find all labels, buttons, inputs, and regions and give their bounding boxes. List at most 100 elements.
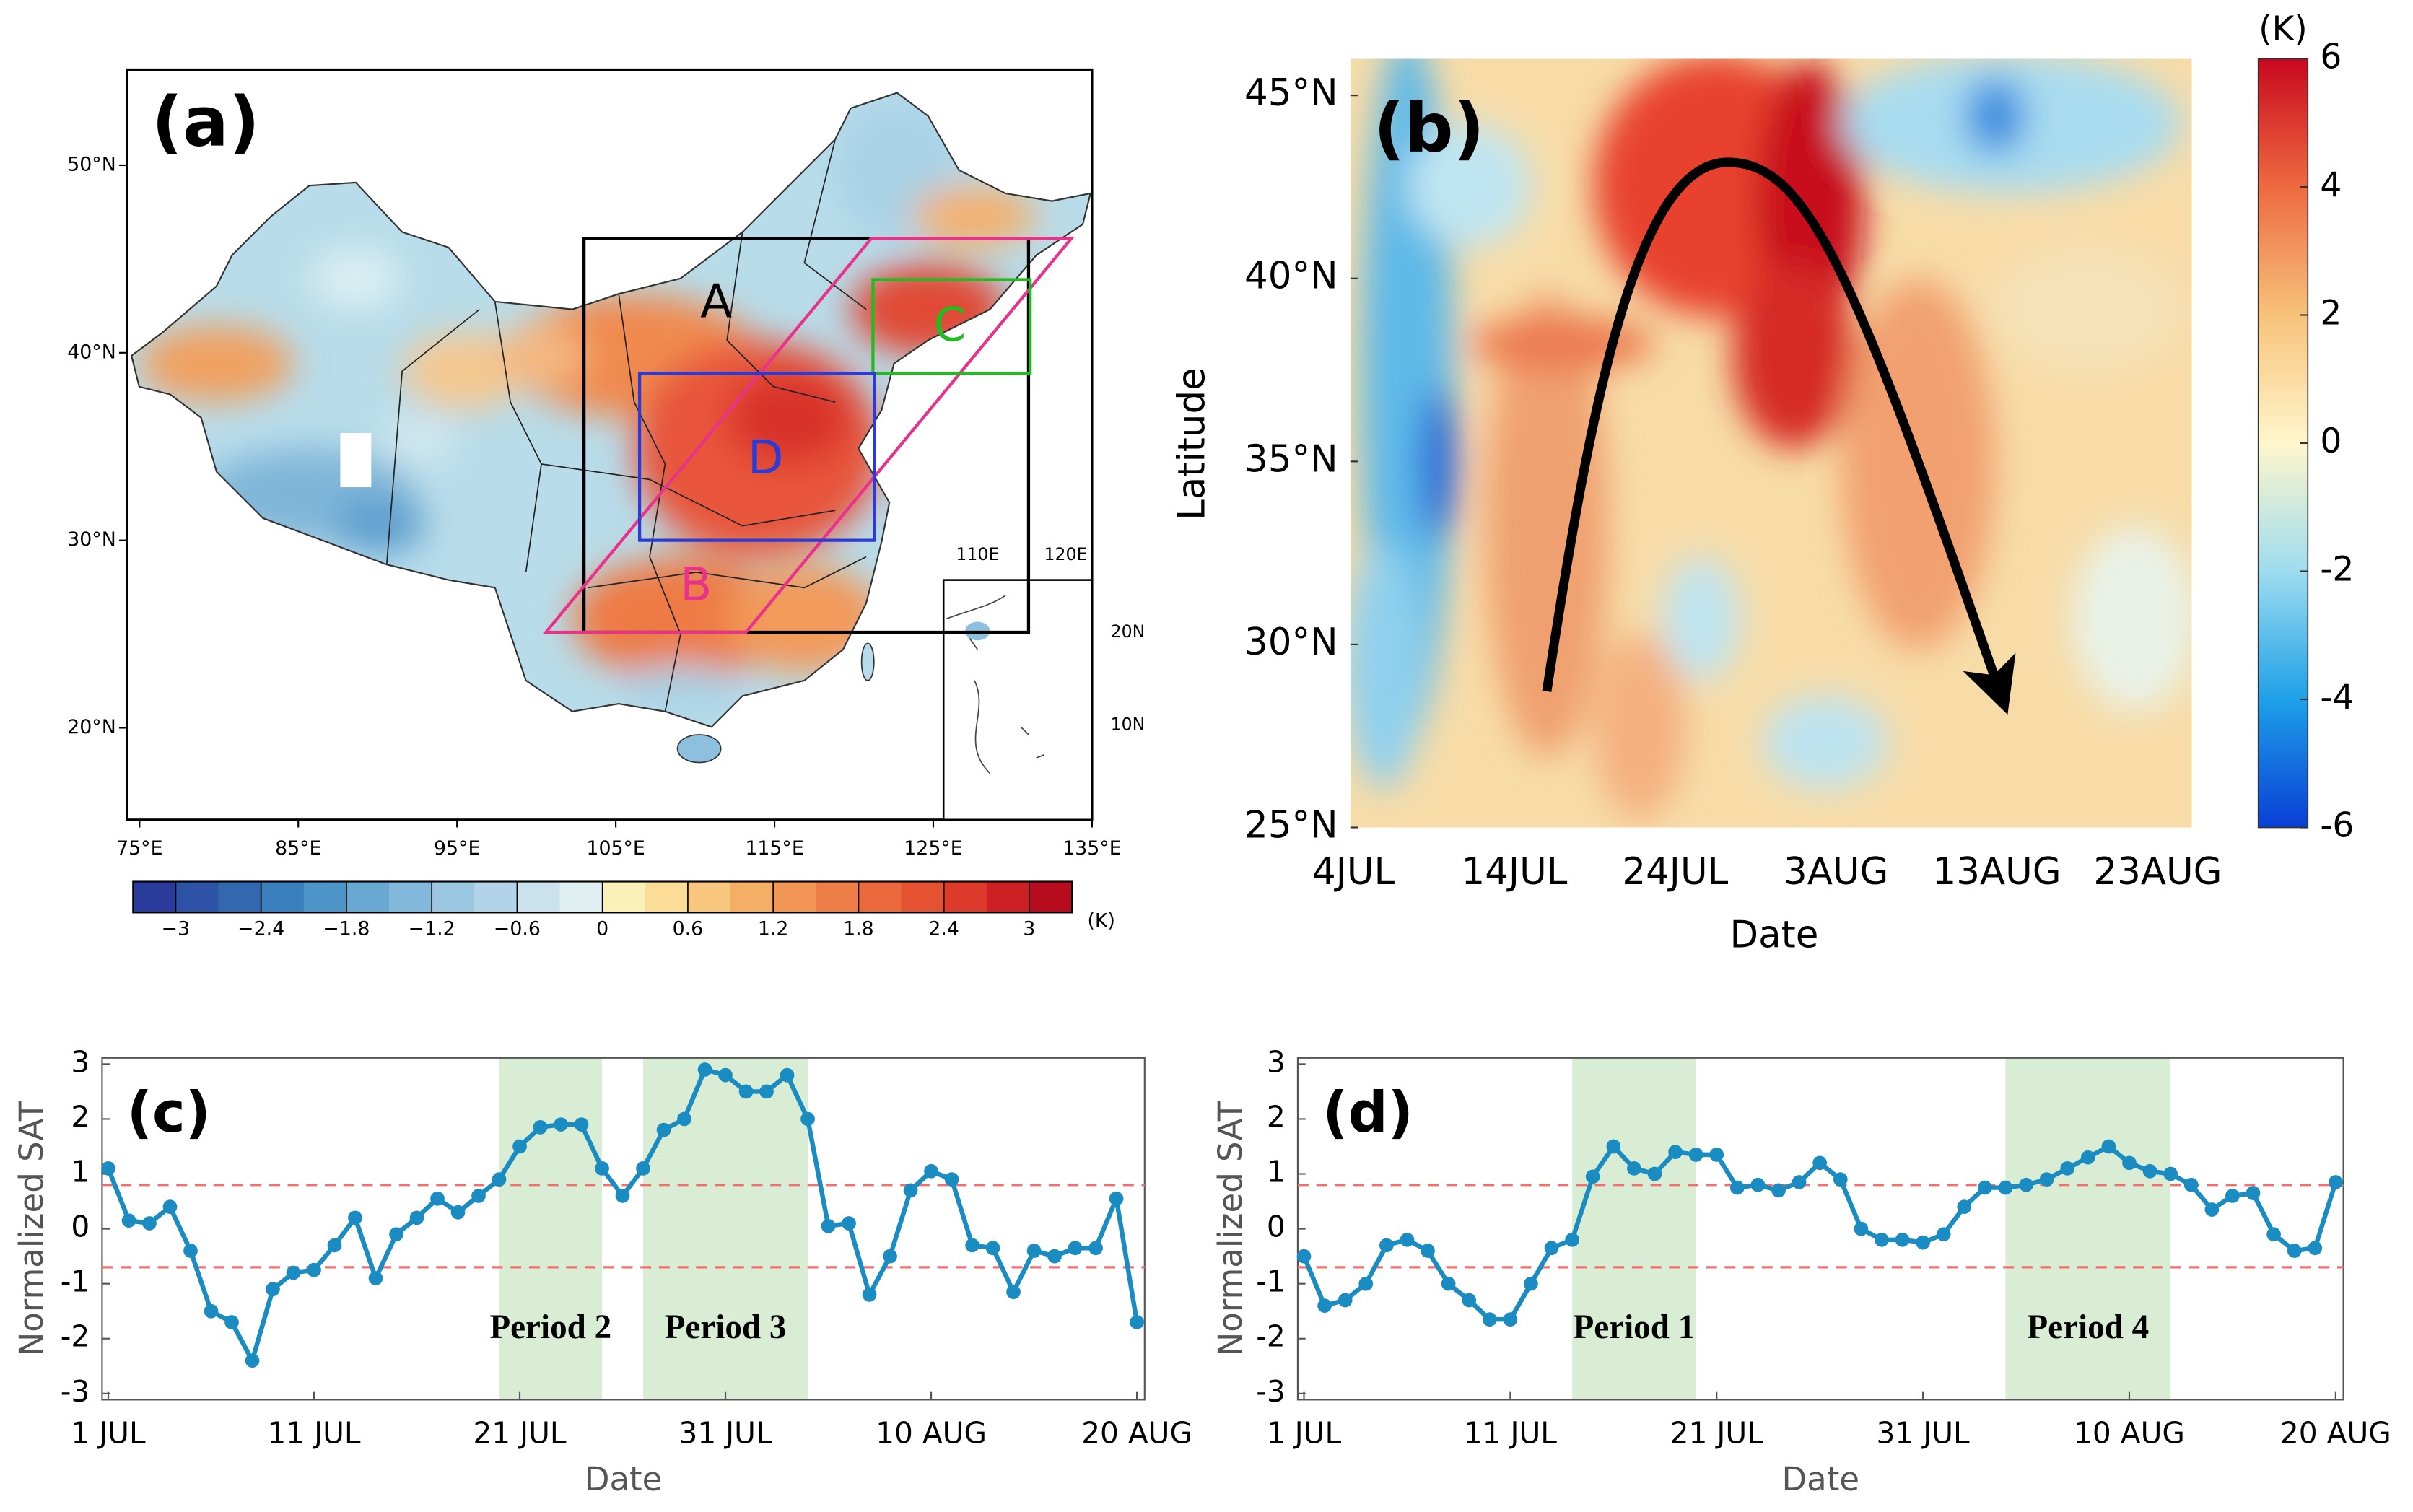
data-point	[204, 1303, 219, 1319]
period-label: Period 4	[2027, 1308, 2149, 1346]
data-point	[1606, 1139, 1621, 1154]
data-point	[1524, 1276, 1538, 1291]
period-shade	[2005, 1057, 2171, 1400]
x-tick-label: 10 AUG	[2074, 1416, 2185, 1451]
data-point	[1771, 1183, 1786, 1198]
panel-label: (d)	[1322, 1080, 1413, 1145]
period-label: Period 2	[489, 1308, 611, 1346]
data-point	[492, 1172, 507, 1187]
data-point	[1875, 1232, 1889, 1247]
data-point	[944, 1172, 959, 1187]
data-point	[471, 1189, 486, 1203]
data-point	[924, 1163, 938, 1179]
x-tick-label: 3AUG	[1784, 850, 1888, 893]
data-point	[1006, 1285, 1021, 1299]
panel-label: (a)	[152, 83, 260, 162]
data-point	[2204, 1202, 2220, 1217]
x-tick-label: 11 JUL	[267, 1416, 361, 1451]
data-point	[245, 1353, 260, 1368]
colorbar-unit: (K)	[2259, 9, 2308, 49]
x-tick-label: 1 JUL	[1267, 1416, 1342, 1451]
colorbar-tick-label: 1.2	[758, 917, 789, 940]
data-point	[1936, 1227, 1951, 1242]
series-line	[106, 1067, 1140, 1367]
colorbar-tick-label: 0	[596, 917, 608, 940]
colorbar-tick-label: −0.6	[494, 917, 541, 940]
data-point	[842, 1216, 856, 1231]
inset-label: 110E	[956, 544, 999, 564]
colorbar-swatch	[133, 881, 177, 913]
data-point	[1998, 1180, 2013, 1195]
colorbar-tick-label: 3	[1023, 917, 1035, 940]
region-label: C	[933, 298, 966, 352]
colorbar-tick-label: 4	[2320, 165, 2342, 205]
colorbar-tick-label: 1.8	[843, 917, 874, 940]
data-point	[183, 1244, 198, 1258]
y-tick-label: 3	[1267, 1044, 1286, 1079]
data-point	[1441, 1276, 1456, 1291]
y-tick-label: -2	[61, 1319, 90, 1354]
colorbar-swatch	[389, 881, 432, 913]
colorbar-swatch	[773, 881, 816, 913]
x-tick-label: 105°E	[586, 837, 645, 860]
y-tick-label: -3	[1256, 1374, 1286, 1409]
y-tick-label: -3	[61, 1374, 90, 1409]
y-tick-label: 3	[71, 1044, 90, 1079]
data-point	[1647, 1166, 1662, 1181]
x-axis-title: Date	[1730, 914, 1819, 957]
y-tick-label: 40°N	[67, 341, 115, 363]
colorbar-swatch	[261, 881, 305, 913]
data-point	[821, 1218, 836, 1233]
data-point	[1895, 1232, 1910, 1247]
data-point	[1503, 1312, 1518, 1327]
x-tick-label: 115°E	[745, 837, 803, 860]
data-point	[142, 1216, 157, 1231]
data-point	[1709, 1148, 1724, 1162]
data-point	[1088, 1241, 1103, 1256]
colorbar-swatch	[1029, 881, 1073, 913]
x-tick-label: 95°E	[434, 837, 480, 860]
x-axis-title: Date	[585, 1460, 663, 1498]
data-point	[1047, 1249, 1062, 1264]
region-outline	[871, 278, 1032, 375]
x-tick-label: 75°E	[116, 837, 162, 860]
colorbar-tick-label: 0.6	[673, 917, 704, 940]
data-point	[1585, 1169, 1600, 1184]
x-tick-label: 14JUL	[1462, 850, 1568, 893]
colorbar-swatch	[346, 881, 390, 913]
region-label: B	[680, 558, 712, 612]
data-point	[327, 1238, 342, 1253]
y-axis-title: Normalized SAT	[12, 1101, 51, 1356]
colorbar-swatch	[303, 881, 347, 913]
arrow	[1542, 157, 2016, 715]
colorbar-tick-label: −1.2	[409, 917, 455, 940]
data-point	[574, 1117, 589, 1132]
x-tick-label: 125°E	[904, 837, 962, 860]
data-point	[450, 1205, 466, 1220]
data-point	[533, 1120, 548, 1135]
data-point	[738, 1084, 754, 1099]
data-point	[286, 1265, 301, 1280]
plot-frame	[101, 1057, 1146, 1401]
region-label: A	[700, 275, 732, 329]
data-point	[2142, 1163, 2157, 1179]
series-line	[1301, 1142, 2338, 1322]
colorbar-swatch	[858, 881, 902, 913]
x-tick-label: 11 JUL	[1464, 1416, 1558, 1451]
data-point	[985, 1241, 1000, 1256]
data-point	[2101, 1139, 2116, 1154]
x-tick-label: 1 JUL	[71, 1416, 146, 1451]
x-tick-label: 24JUL	[1622, 850, 1728, 893]
data-point	[636, 1161, 650, 1176]
data-point	[554, 1117, 568, 1132]
data-point	[1482, 1312, 1497, 1327]
data-point	[409, 1210, 424, 1225]
data-point	[883, 1249, 897, 1264]
colorbar-swatch	[517, 881, 561, 913]
data-point	[1957, 1199, 1972, 1215]
data-point	[1916, 1235, 1930, 1250]
data-point	[368, 1271, 383, 1285]
data-point	[1317, 1298, 1332, 1313]
inset-frame	[942, 579, 1094, 821]
data-point	[2308, 1241, 2323, 1256]
